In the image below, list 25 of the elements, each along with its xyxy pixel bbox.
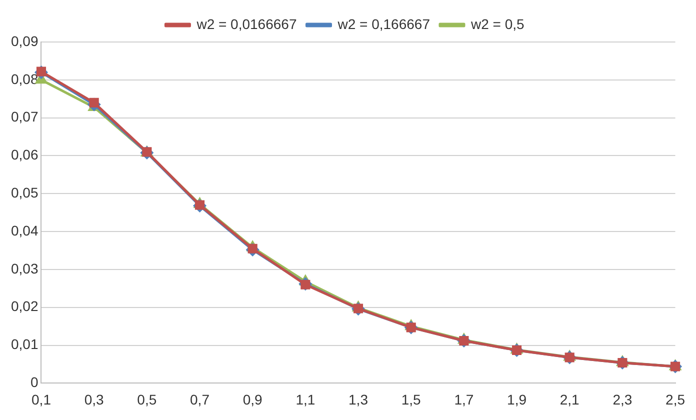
y-tick-label: 0,04 xyxy=(11,222,38,238)
y-tick-label: 0,09 xyxy=(11,32,38,49)
x-tick-label: 1,1 xyxy=(296,391,316,408)
legend-label: w2 = 0,166667 xyxy=(336,16,430,32)
x-tick-label: 1,5 xyxy=(401,391,422,408)
y-tick-label: 0,02 xyxy=(11,298,38,314)
x-tick-label: 2,3 xyxy=(612,391,632,408)
legend-label: w2 = 0,5 xyxy=(470,16,525,32)
y-tick-label: 0,06 xyxy=(11,146,38,163)
x-tick-label: 0,3 xyxy=(84,391,104,408)
y-tick-label: 0,03 xyxy=(11,260,38,276)
y-tick-label: 0,07 xyxy=(11,108,38,125)
x-tick-label: 0,7 xyxy=(190,391,210,408)
x-tick-label: 0,9 xyxy=(242,391,263,408)
x-tick-label: 1,3 xyxy=(348,391,368,408)
y-tick-label: 0 xyxy=(30,374,38,390)
x-tick-label: 0,5 xyxy=(137,391,157,408)
x-tick-label: 1,7 xyxy=(454,391,474,408)
y-tick-label: 0,05 xyxy=(11,184,38,201)
legend-label: w2 = 0,0166667 xyxy=(196,16,297,32)
y-tick-label: 0,01 xyxy=(11,336,38,352)
x-tick-label: 0,1 xyxy=(32,391,52,408)
x-tick-label: 1,9 xyxy=(507,391,527,408)
x-tick-label: 2,1 xyxy=(560,391,580,408)
x-tick-label: 2,5 xyxy=(666,391,686,408)
